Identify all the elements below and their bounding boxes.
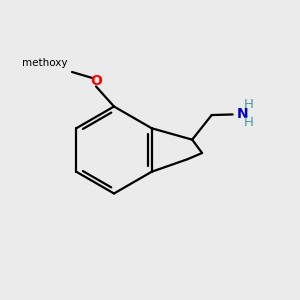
Text: H: H (244, 98, 254, 111)
Text: H: H (244, 116, 254, 129)
Text: O: O (90, 74, 102, 88)
Text: methoxy: methoxy (22, 58, 68, 68)
Text: N: N (236, 107, 248, 122)
